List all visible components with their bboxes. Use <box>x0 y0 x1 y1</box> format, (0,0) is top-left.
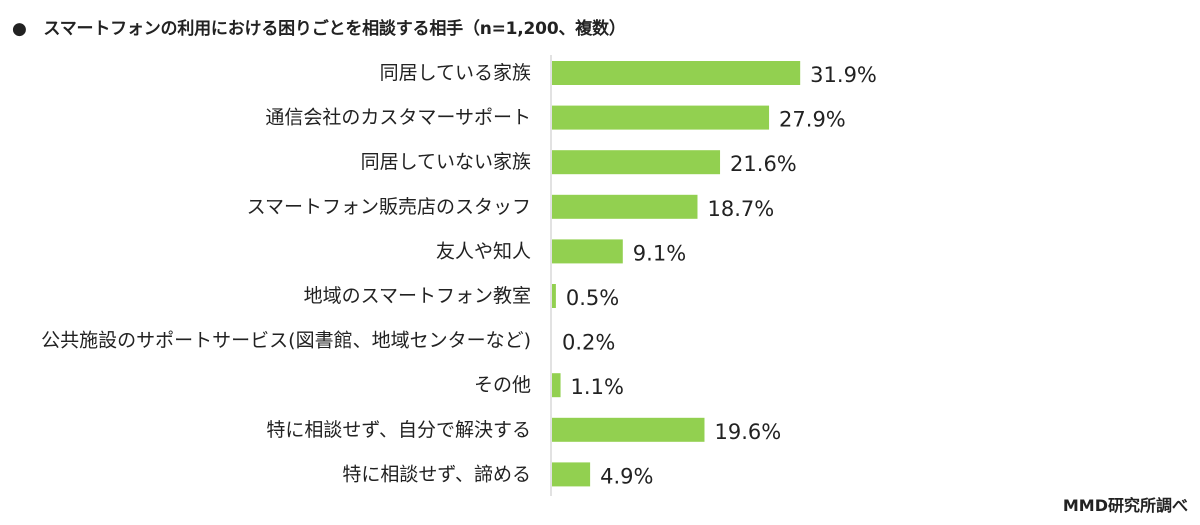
category-label: スマートフォン販売店のスタッフ <box>247 196 531 218</box>
bar <box>552 284 556 308</box>
category-label: 友人や知人 <box>436 240 531 262</box>
bar <box>552 417 705 442</box>
bars <box>552 61 801 487</box>
value-label: 18.7% <box>707 197 774 221</box>
category-label: 特に相談せず、諦める <box>342 463 531 485</box>
bar <box>552 373 561 398</box>
bar <box>552 150 721 175</box>
value-label: 4.9% <box>600 464 653 488</box>
value-label: 19.6% <box>714 420 781 444</box>
value-labels: 31.9% 27.9% 21.6% 18.7% 9.1% 0.5% 0.2% 1.1% 19.6… <box>562 63 877 488</box>
value-label: 21.6% <box>730 152 797 176</box>
bar <box>552 194 698 219</box>
value-label: 31.9% <box>810 63 877 87</box>
bar <box>552 105 770 130</box>
category-label: 同居している家族 <box>380 62 531 84</box>
value-label: 27.9% <box>779 108 846 132</box>
value-label: 0.2% <box>562 331 615 355</box>
category-label: 地域のスマートフォン教室 <box>304 285 531 307</box>
chart-title: ● スマートフォンの利用における困りごとを相談する相手（n=1,200、複数） <box>12 19 626 39</box>
bar <box>552 462 591 487</box>
value-label: 0.5% <box>566 286 619 310</box>
bar <box>552 239 623 264</box>
value-label: 9.1% <box>633 241 686 265</box>
category-label: 公共施設のサポートサービス(図書館、地域センターなど) <box>41 330 531 352</box>
category-label: その他 <box>474 374 531 396</box>
category-label: 通信会社のカスタマーサポート <box>265 107 531 129</box>
category-label: 特に相談せず、自分で解決する <box>266 419 531 441</box>
category-label: 同居していない家族 <box>361 151 531 173</box>
value-label: 1.1% <box>571 375 624 399</box>
category-labels: 同居している家族通信会社のカスタマーサポート同居していない家族スマートフォン販売… <box>41 62 531 485</box>
source-credit: MMD研究所調べ <box>1062 496 1188 515</box>
bar <box>552 61 801 85</box>
